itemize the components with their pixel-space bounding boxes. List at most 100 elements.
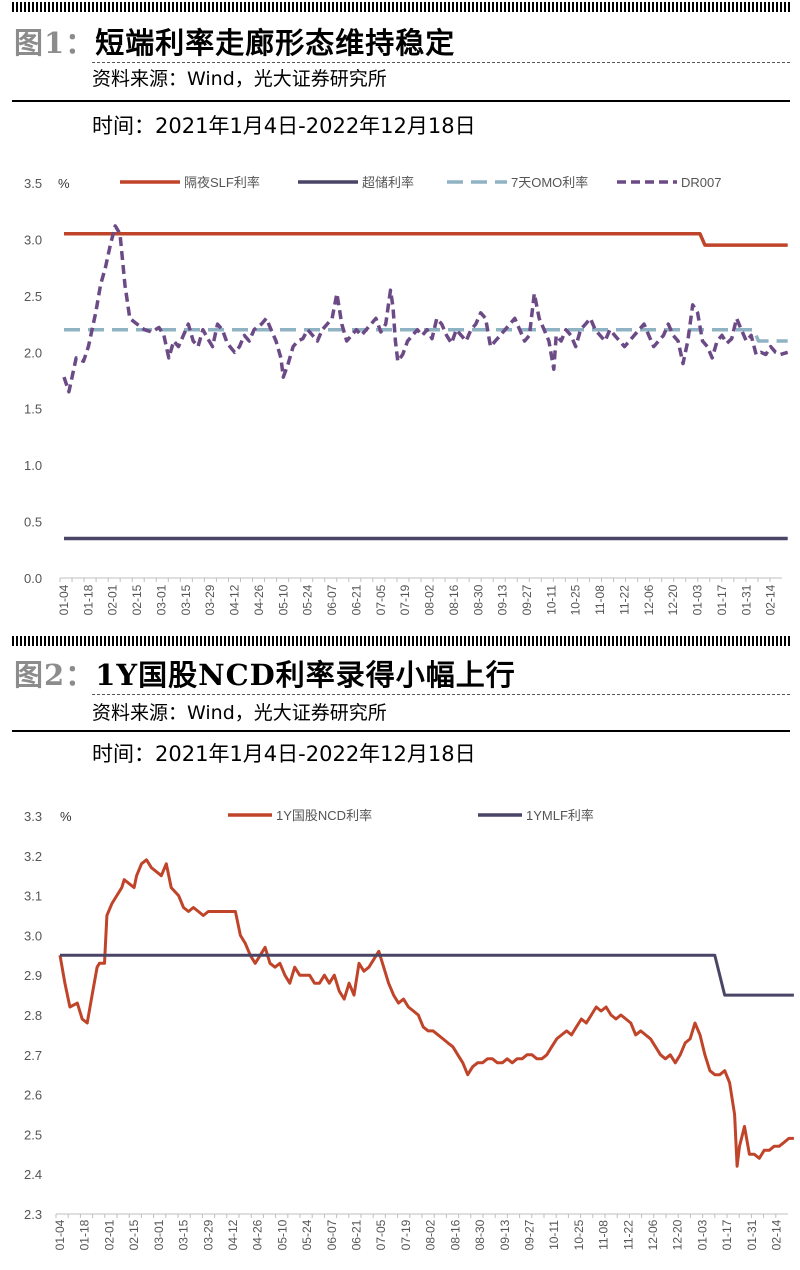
legend-label-3: DR007 bbox=[681, 175, 721, 190]
legend-label-2: 7天OMO利率 bbox=[511, 175, 588, 190]
figure-1-dashed-divider bbox=[92, 62, 790, 63]
x-tick-label: 09-27 bbox=[522, 1219, 536, 1250]
x-tick-label: 05-24 bbox=[300, 1219, 314, 1250]
x-tick-label: 03-01 bbox=[152, 1219, 166, 1250]
x-tick-label: 11-08 bbox=[597, 1220, 611, 1250]
x-tick-label: 02-01 bbox=[102, 1219, 116, 1250]
x-tick-label: 01-17 bbox=[720, 1219, 734, 1250]
x-tick-label: 01-18 bbox=[81, 584, 95, 615]
x-tick-label: 05-10 bbox=[275, 1219, 289, 1250]
x-tick-label: 04-26 bbox=[252, 584, 266, 615]
figure-1-heading: 短端利率走廊形态维持稳定 bbox=[95, 26, 456, 60]
series-line-2 bbox=[64, 327, 788, 343]
x-tick-label: 04-12 bbox=[228, 584, 242, 615]
x-tick-label: 09-27 bbox=[520, 584, 534, 615]
series-line-0 bbox=[64, 232, 788, 247]
y-tick-label: 1.0 bbox=[24, 458, 42, 473]
x-tick-label: 04-26 bbox=[251, 1219, 265, 1250]
legend-label-1: 1YMLF利率 bbox=[526, 808, 594, 823]
x-tick-label: 04-12 bbox=[226, 1219, 240, 1250]
figure-1-chart: 0.0 0.5 1.0 1.5 2.0 2.5 3.0 3.5 % 01-04 01-18 02-01… bbox=[24, 175, 789, 615]
figure-2-title: 图2：1Y国股NCD利率录得小幅上行 bbox=[14, 652, 516, 694]
y-tick-label: 1.5 bbox=[24, 402, 42, 417]
x-tick-label: 01-03 bbox=[695, 1219, 709, 1250]
x-tick-label: 01-04 bbox=[57, 584, 71, 615]
x-tick-label: 03-15 bbox=[179, 584, 193, 615]
y-tick-label: 3.1 bbox=[24, 889, 42, 904]
x-tick-label: 10-25 bbox=[569, 584, 583, 615]
x-tick-label: 01-04 bbox=[53, 1219, 67, 1250]
y-tick-label: 2.5 bbox=[24, 1127, 42, 1142]
x-tick-label: 06-07 bbox=[325, 584, 339, 615]
figure-2-source: 资料来源：Wind，光大证券研究所 bbox=[92, 702, 387, 724]
figure-2-period: 时间：2021年1月4日-2022年12月18日 bbox=[92, 742, 476, 766]
x-tick-label: 02-15 bbox=[130, 584, 144, 615]
figure-2-dashed-divider bbox=[92, 694, 790, 695]
x-tick-label: 08-16 bbox=[448, 1219, 462, 1250]
series-line-1 bbox=[60, 953, 794, 997]
x-tick-label: 10-11 bbox=[544, 585, 558, 615]
x-tick-label: 05-24 bbox=[301, 584, 315, 615]
x-tick-label: 01-31 bbox=[745, 1219, 759, 1250]
x-tick-label: 05-10 bbox=[276, 584, 290, 615]
y-tick-label: 2.6 bbox=[24, 1088, 42, 1103]
x-tick-label: 11-08 bbox=[593, 585, 607, 615]
x-tick-label: 11-22 bbox=[617, 585, 631, 615]
x-tick-label: 12-06 bbox=[646, 1219, 660, 1250]
figure-2-rule bbox=[12, 730, 790, 732]
y-tick-label: 3.5 bbox=[24, 176, 42, 191]
y-tick-label: 3.0 bbox=[24, 232, 42, 247]
legend-label-0: 1Y国股NCD利率 bbox=[276, 808, 372, 823]
x-tick-label: 01-03 bbox=[691, 584, 705, 615]
x-tick-label: 02-14 bbox=[770, 1219, 784, 1250]
section-separator bbox=[12, 2, 790, 12]
y-tick-label: 2.9 bbox=[24, 968, 42, 983]
y-tick-label: 2.4 bbox=[24, 1167, 42, 1182]
y-tick-label: 3.3 bbox=[24, 809, 42, 824]
x-tick-label: 06-07 bbox=[325, 1219, 339, 1250]
y-tick-label: 3.2 bbox=[24, 849, 42, 864]
y-unit-label: % bbox=[58, 176, 70, 191]
x-tick-label: 08-02 bbox=[424, 1219, 438, 1250]
x-tick-label: 01-18 bbox=[78, 1219, 92, 1250]
y-tick-label: 0.5 bbox=[24, 515, 42, 530]
y-unit-label: % bbox=[60, 809, 72, 824]
x-tick-label: 06-21 bbox=[350, 1219, 364, 1250]
y-tick-label: 0.0 bbox=[24, 571, 42, 586]
x-tick-label: 09-13 bbox=[496, 584, 510, 615]
y-tick-label: 2.5 bbox=[24, 289, 42, 304]
figure-1-title: 图1：短端利率走廊形态维持稳定 bbox=[14, 20, 455, 62]
x-tick-label: 01-17 bbox=[715, 584, 729, 615]
figure-1-rule bbox=[12, 100, 790, 102]
x-tick-label: 07-19 bbox=[398, 584, 412, 615]
x-tick-label: 02-01 bbox=[106, 584, 120, 615]
x-tick-label: 08-16 bbox=[447, 584, 461, 615]
x-tick-label: 06-21 bbox=[349, 584, 363, 615]
figure-1-period: 时间：2021年1月4日-2022年12月18日 bbox=[92, 114, 476, 138]
x-tick-label: 12-20 bbox=[666, 584, 680, 615]
section-separator bbox=[12, 636, 790, 646]
figure-2-heading: 1Y国股NCD利率录得小幅上行 bbox=[95, 658, 516, 692]
x-tick-label: 07-05 bbox=[374, 584, 388, 615]
legend-label-1: 超储利率 bbox=[362, 175, 414, 190]
x-tick-label: 03-29 bbox=[201, 1219, 215, 1250]
x-tick-label: 09-13 bbox=[498, 1219, 512, 1250]
figure-1-label: 图1： bbox=[14, 26, 96, 60]
x-tick-label: 12-06 bbox=[642, 584, 656, 615]
x-tick-label: 08-30 bbox=[473, 1219, 487, 1250]
x-tick-label: 11-22 bbox=[621, 1220, 635, 1250]
x-tick-label: 03-01 bbox=[154, 584, 168, 615]
x-tick-label: 08-02 bbox=[423, 584, 437, 615]
y-tick-label: 3.0 bbox=[24, 928, 42, 943]
x-tick-label: 02-14 bbox=[764, 584, 778, 615]
x-tick-label: 07-05 bbox=[374, 1219, 388, 1250]
x-tick-label: 03-15 bbox=[177, 1219, 191, 1250]
x-tick-label: 02-15 bbox=[127, 1219, 141, 1250]
x-tick-label: 03-29 bbox=[203, 584, 217, 615]
y-tick-label: 2.3 bbox=[24, 1207, 42, 1222]
series-line-0 bbox=[58, 858, 794, 1168]
legend-label-0: 隔夜SLF利率 bbox=[184, 175, 260, 190]
x-tick-label: 08-30 bbox=[471, 584, 485, 615]
x-tick-label: 12-20 bbox=[671, 1219, 685, 1250]
x-tick-label: 01-31 bbox=[739, 584, 753, 615]
